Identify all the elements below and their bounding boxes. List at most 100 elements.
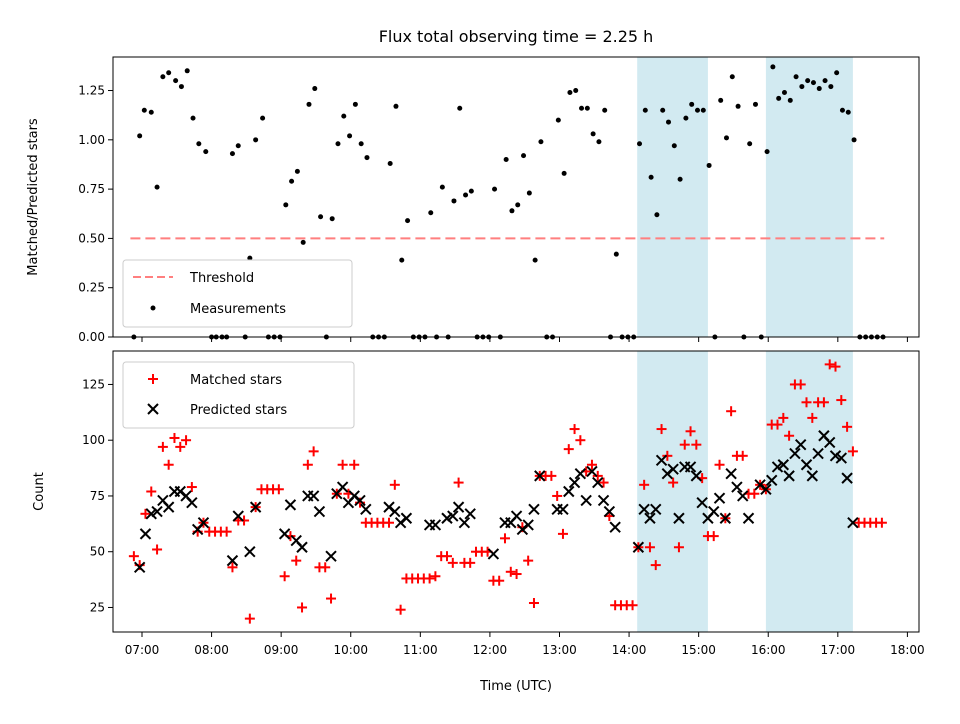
measurement-point — [805, 78, 811, 84]
predicted-star-point — [731, 481, 743, 493]
legend-predicted-swatch — [147, 403, 159, 415]
measurement-point — [352, 101, 358, 107]
matched-star-point — [650, 560, 661, 571]
matched-star-point — [691, 439, 702, 450]
x-tick-label: 13:00 — [542, 643, 577, 657]
matched-star-point — [302, 459, 313, 470]
predicted-star-point — [232, 510, 244, 522]
predicted-star-point — [667, 463, 679, 475]
marker-stroke — [174, 485, 186, 498]
matched-star-point — [523, 555, 534, 566]
predicted-star-point — [638, 503, 650, 516]
marker-stroke — [249, 501, 262, 513]
marker-stroke — [777, 459, 790, 471]
x-tick-label: 16:00 — [751, 643, 786, 657]
measurement-point — [393, 103, 399, 109]
matched-star-point — [140, 508, 151, 519]
measurement-point — [845, 109, 851, 115]
measurement-point — [637, 141, 643, 147]
y-tick-label: 0.00 — [78, 330, 105, 344]
measurement-point — [341, 113, 347, 119]
marker-stroke — [232, 510, 244, 522]
marker-stroke — [180, 490, 192, 502]
bottom-panel: 25 50 75 100 125 07:00 08:00 09:00 10:00 11:00 12… — [32, 350, 925, 694]
measurement-point — [689, 101, 695, 107]
measurement-point — [347, 133, 353, 139]
measurement-point — [184, 68, 190, 74]
matched-star-point — [807, 412, 818, 423]
measurement-point — [718, 97, 724, 103]
measurement-point — [834, 70, 840, 76]
measurement-point — [602, 107, 608, 113]
x-tick-label: 15:00 — [681, 643, 716, 657]
measurement-point — [329, 216, 335, 222]
measurement-point — [810, 80, 816, 86]
measurement-point — [306, 101, 312, 107]
predicted-star-point — [737, 490, 749, 502]
marker-stroke — [162, 501, 175, 513]
x-tick-label: 12:00 — [473, 643, 508, 657]
matched-star-point — [563, 444, 574, 455]
matched-star-point — [639, 479, 650, 490]
legend-measurements-label: Measurements — [190, 302, 286, 317]
predicted-star-point — [336, 481, 349, 493]
marker-stroke — [673, 512, 685, 524]
shaded-interval — [637, 57, 708, 337]
predicted-star-point — [278, 528, 291, 540]
x-tick-label: 09:00 — [264, 643, 299, 657]
predicted-star-point — [458, 517, 471, 529]
predicted-star-point — [609, 521, 621, 533]
predicted-star-point — [673, 512, 685, 524]
measurement-point — [405, 218, 411, 224]
marker-stroke — [806, 470, 819, 482]
marker-stroke — [487, 548, 500, 560]
matched-star-point — [795, 379, 806, 390]
matched-star-point — [592, 470, 603, 481]
marker-stroke — [452, 501, 465, 513]
predicted-star-point — [835, 452, 848, 464]
marker-stroke — [655, 454, 668, 466]
y-tick-label: 75 — [90, 489, 105, 503]
marker-stroke — [534, 470, 546, 482]
predicted-star-point — [452, 501, 465, 513]
measurement-point — [509, 208, 515, 214]
predicted-star-point — [766, 474, 778, 487]
shaded-interval — [765, 57, 853, 337]
measurement-point — [137, 133, 143, 139]
measurement-point — [752, 101, 758, 107]
marker-stroke — [789, 447, 801, 460]
shaded-interval — [637, 351, 708, 632]
marker-stroke — [592, 476, 604, 489]
y-tick-label: 50 — [90, 545, 105, 559]
measurement-point — [253, 137, 259, 143]
measurement-point — [141, 107, 147, 113]
matched-star-point — [291, 555, 302, 566]
matched-star-point — [847, 446, 858, 457]
matched-star-point — [569, 424, 580, 435]
measurement-point — [799, 84, 805, 90]
marker-stroke — [597, 494, 610, 507]
marker-stroke — [226, 554, 239, 567]
matched-star-point — [389, 479, 400, 490]
measurement-point — [190, 115, 196, 121]
legend-measurements-swatch — [150, 305, 156, 311]
bottom-legend: Matched stars Predicted stars — [122, 361, 355, 429]
predicted-star-point — [133, 561, 146, 574]
marker-stroke — [557, 503, 569, 516]
matched-star-point — [181, 435, 192, 446]
measurement-point — [613, 251, 619, 257]
matched-star-point — [830, 361, 841, 372]
predicted-star-point — [249, 501, 262, 513]
marker-stroke — [400, 512, 413, 524]
legend-matched-label: Matched stars — [190, 373, 282, 388]
matched-star-point — [749, 488, 760, 499]
top-legend-box — [122, 259, 353, 328]
measurement-point — [851, 137, 857, 143]
predicted-star-point — [789, 447, 801, 460]
predicted-star-point — [226, 554, 239, 567]
measurement-point — [235, 143, 241, 149]
matched-star-point — [128, 551, 139, 562]
marker-stroke — [708, 505, 720, 518]
marker-stroke — [650, 503, 662, 516]
